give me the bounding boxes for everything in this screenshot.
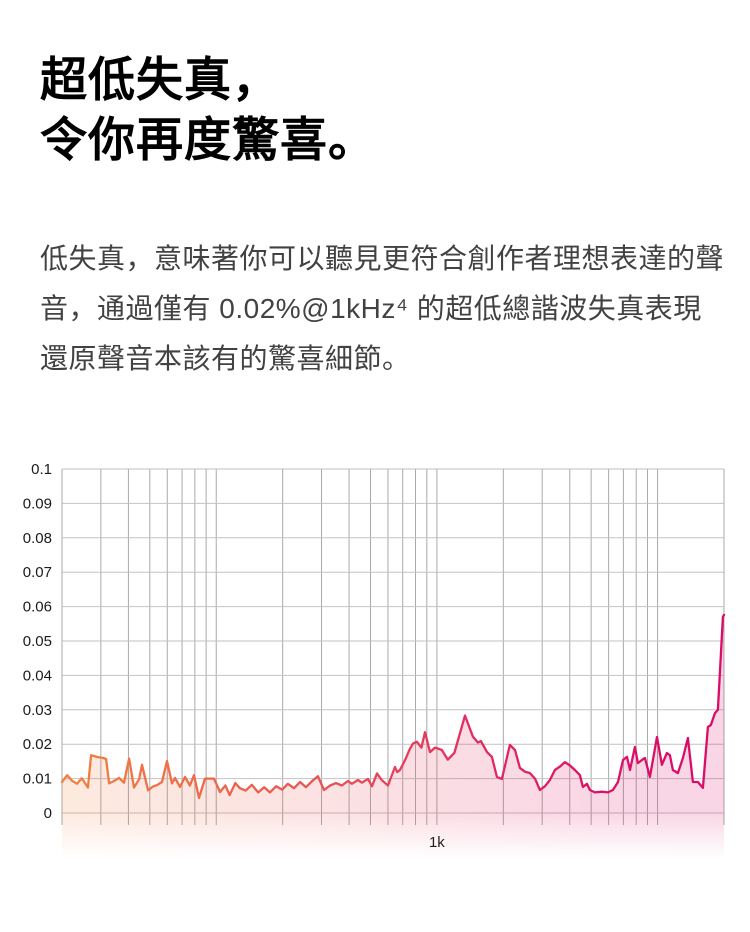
body-line-1: 低失真，意味著你可以聽見更符合創作者理想表達的聲: [40, 243, 725, 274]
y-axis-label: 0: [44, 805, 52, 822]
thd-area-fill: [62, 614, 724, 858]
y-axis-label: 0.02: [23, 736, 52, 753]
heading-line-2: 令你再度驚喜。: [40, 113, 376, 166]
page-title: 超低失真， 令你再度驚喜。: [40, 50, 376, 170]
y-axis-label: 0.01: [23, 771, 52, 788]
y-axis-label: 0.04: [23, 667, 52, 684]
body-line-3: 還原聲音本該有的驚喜細節。: [40, 343, 411, 374]
thd-line: [60, 613, 726, 800]
thd-frequency-chart: 0.1 0.09 0.08 0.07 0.06 0.05 0.04 0.03 0.02 0.01 0…: [23, 461, 726, 858]
y-axis-label: 0.1: [31, 461, 52, 478]
y-axis-label: 0.05: [23, 633, 52, 650]
y-axis-label: 0.06: [23, 599, 52, 616]
y-axis-label: 0.03: [23, 702, 52, 719]
y-axis-label: 0.08: [23, 530, 52, 547]
body-line-2: 音，通過僅有 0.02%@1kHz⁴ 的超低總諧波失真表現: [40, 293, 702, 324]
body-text: 低失真，意味著你可以聽見更符合創作者理想表達的聲 音，通過僅有 0.02%@1k…: [40, 234, 724, 384]
heading-line-1: 超低失真，: [40, 53, 280, 106]
y-axis-label: 0.07: [23, 564, 52, 581]
y-axis-label: 0.09: [23, 495, 52, 512]
